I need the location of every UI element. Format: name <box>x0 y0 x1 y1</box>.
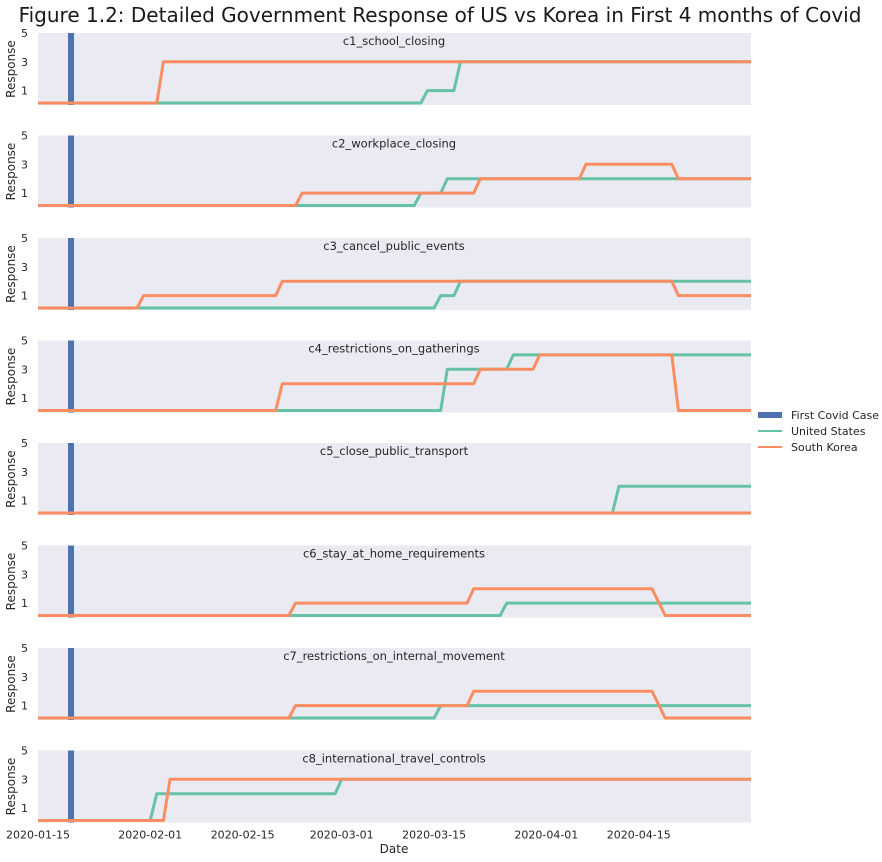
y-axis-label: Response <box>4 245 18 303</box>
y-tick-label: 5 <box>21 540 28 553</box>
y-tick-label: 5 <box>21 27 28 40</box>
us-series-line <box>38 353 751 412</box>
x-tick-label: 2020-02-15 <box>211 829 275 842</box>
korea-series-line <box>38 60 751 105</box>
y-tick-label: 5 <box>21 335 28 348</box>
y-tick-label: 1 <box>21 187 28 200</box>
panel-background <box>38 443 751 515</box>
y-tick-label: 3 <box>21 466 28 479</box>
x-tick-label: 2020-04-15 <box>607 829 671 842</box>
y-axis-label: Response <box>4 450 18 508</box>
panel-title: c8_international_travel_controls <box>302 752 485 766</box>
y-axis-label: Response <box>4 348 18 406</box>
y-tick-label: 5 <box>21 130 28 143</box>
y-tick-label: 1 <box>21 802 28 815</box>
y-axis-label: Response <box>4 40 18 98</box>
korea-series-line <box>38 353 751 412</box>
y-tick-label: 1 <box>21 85 28 98</box>
x-tick-label: 2020-03-15 <box>402 829 466 842</box>
legend: First Covid Case United States South Korea <box>758 409 879 454</box>
panel-background <box>38 238 751 310</box>
legend-south-korea-label: South Korea <box>791 441 858 454</box>
panel-title: c6_stay_at_home_requirements <box>303 547 485 561</box>
legend-united-states-label: United States <box>791 425 866 438</box>
x-axis: 2020-01-15 2020-02-01 2020-02-15 2020-03-01… <box>6 829 671 842</box>
y-tick-label: 3 <box>21 773 28 786</box>
panel-title: c4_restrictions_on_gatherings <box>308 342 479 356</box>
panel-title: c2_workplace_closing <box>332 137 456 151</box>
korea-series-line <box>38 587 751 617</box>
korea-series-line <box>38 689 751 720</box>
y-tick-label: 1 <box>21 700 28 713</box>
y-tick-label: 1 <box>21 392 28 405</box>
y-tick-label: 5 <box>21 745 28 758</box>
x-axis-label: Date <box>380 842 409 856</box>
chart-title: Figure 1.2: Detailed Government Response… <box>19 3 862 27</box>
y-tick-label: 3 <box>21 363 28 376</box>
y-tick-label: 5 <box>21 437 28 450</box>
panel-title: c3_cancel_public_events <box>323 239 465 253</box>
panel-title: c7_restrictions_on_internal_movement <box>283 649 505 663</box>
y-tick-label: 5 <box>21 232 28 245</box>
y-tick-label: 3 <box>21 158 28 171</box>
x-tick-label: 2020-04-01 <box>514 829 578 842</box>
korea-series-line <box>38 279 751 310</box>
panel-background <box>38 750 751 823</box>
korea-series-line <box>38 777 751 822</box>
y-tick-label: 3 <box>21 261 28 274</box>
panel-background <box>38 340 751 413</box>
y-axis-label: Response <box>4 758 18 816</box>
y-tick-label: 1 <box>21 597 28 610</box>
legend-first-case-label: First Covid Case <box>791 409 879 422</box>
panel-background <box>38 135 751 208</box>
panel-title: c5_close_public_transport <box>320 444 469 458</box>
x-tick-label: 2020-03-01 <box>310 829 374 842</box>
korea-series-line <box>38 162 751 207</box>
panel-background <box>38 33 751 105</box>
y-tick-label: 5 <box>21 642 28 655</box>
panel-background <box>38 545 751 618</box>
x-tick-label: 2020-01-15 <box>6 829 70 842</box>
y-axis-label: Response <box>4 143 18 201</box>
y-axis-label: Response <box>4 655 18 713</box>
y-tick-label: 3 <box>21 568 28 581</box>
panel-background <box>38 648 751 720</box>
y-axis-label: Response <box>4 553 18 611</box>
x-tick-label: 2020-02-01 <box>118 829 182 842</box>
y-tick-label: 3 <box>21 671 28 684</box>
y-tick-label: 1 <box>21 290 28 303</box>
panel-title: c1_school_closing <box>343 34 445 48</box>
y-tick-label: 1 <box>21 495 28 508</box>
y-tick-label: 3 <box>21 56 28 69</box>
